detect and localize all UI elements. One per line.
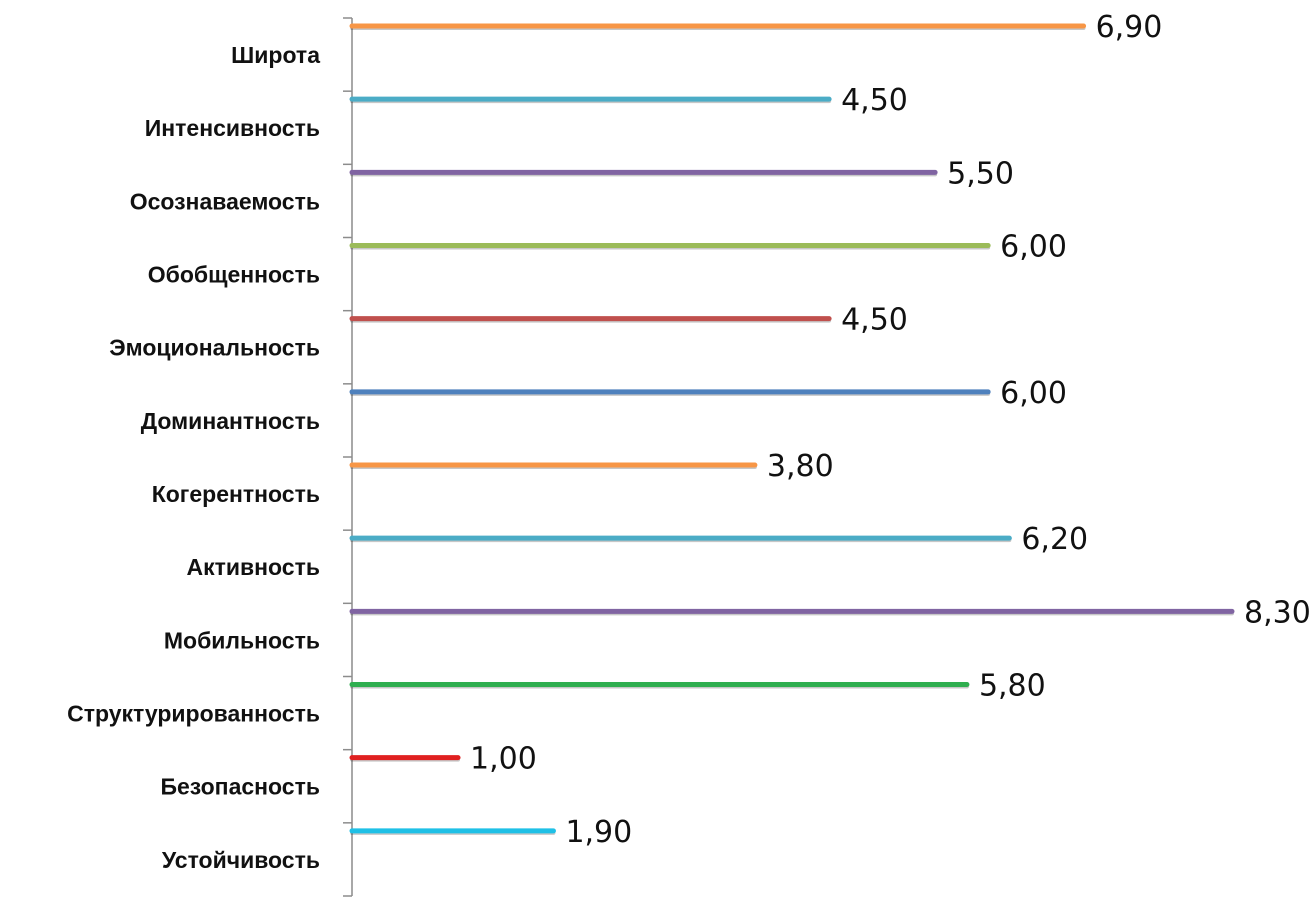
value-label: 1,90 — [565, 815, 632, 850]
value-label: 3,80 — [767, 449, 834, 484]
axis-ticks — [343, 17, 352, 897]
category-label: Безопасность — [160, 774, 320, 800]
value-label: 5,50 — [947, 156, 1014, 191]
category-label: Активность — [187, 554, 321, 580]
category-label: Эмоциональность — [109, 335, 320, 361]
value-label: 4,50 — [841, 83, 908, 118]
category-labels: Широта Интенсивность Осознаваемость Обобщен… — [67, 42, 320, 873]
category-label: Широта — [231, 42, 320, 68]
category-label: Обобщенность — [148, 262, 320, 288]
value-labels: 6,90 4,50 5,50 6,00 4,50 6,00 3,80 6,20 8,30 5,80… — [470, 10, 1311, 850]
category-label: Осознаваемость — [130, 188, 320, 214]
value-label: 4,50 — [841, 303, 908, 338]
value-label: 8,30 — [1244, 595, 1311, 630]
category-label: Структурированность — [67, 701, 320, 727]
bars — [349, 23, 1235, 835]
category-label: Устойчивость — [162, 847, 320, 873]
value-label: 6,90 — [1096, 10, 1163, 45]
value-label: 5,80 — [979, 669, 1046, 704]
category-label: Когерентность — [152, 481, 320, 507]
value-label: 1,00 — [470, 742, 537, 777]
category-label: Доминантность — [141, 408, 320, 434]
category-label: Интенсивность — [145, 115, 320, 141]
value-label: 6,20 — [1021, 522, 1088, 557]
value-label: 6,00 — [1000, 230, 1067, 265]
value-label: 6,00 — [1000, 376, 1067, 411]
category-label: Мобильность — [164, 627, 320, 653]
